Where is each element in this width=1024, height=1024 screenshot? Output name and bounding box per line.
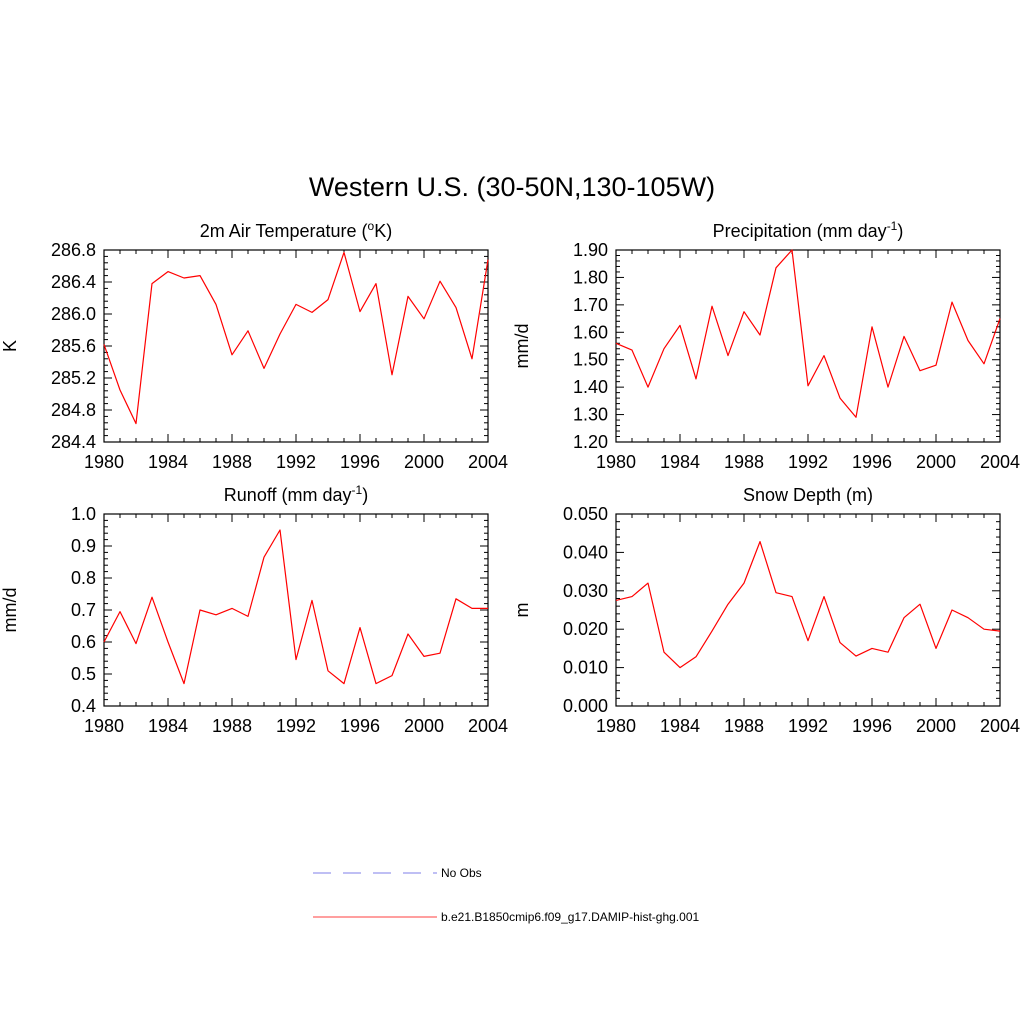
legend-item: No Obs [313, 866, 482, 880]
y-tick-label: 285.6 [51, 336, 96, 356]
x-tick-label: 1984 [148, 716, 188, 736]
x-tick-label: 1988 [724, 452, 764, 472]
x-tick-label: 1996 [852, 452, 892, 472]
panel-title-tail: ) [897, 221, 903, 241]
x-tick-label: 2000 [404, 716, 444, 736]
x-tick-label: 1992 [276, 452, 316, 472]
y-tick-label: 1.80 [573, 267, 608, 287]
panel-title-main: Precipitation (mm day [713, 221, 887, 241]
y-tick-label: 0.050 [563, 504, 608, 524]
x-tick-label: 1996 [340, 716, 380, 736]
panel-title: Precipitation (mm day-1) [713, 219, 904, 241]
figure-title: Western U.S. (30-50N,130-105W) [309, 172, 715, 202]
y-tick-label: 0.4 [71, 696, 96, 716]
panel-title-tail: ) [362, 485, 368, 505]
panel-title-superscript: -1 [887, 219, 898, 233]
x-tick-label: 2000 [916, 452, 956, 472]
y-tick-label: 1.60 [573, 322, 608, 342]
y-tick-label: 0.020 [563, 619, 608, 639]
y-tick-label: 0.010 [563, 658, 608, 678]
x-tick-label: 2004 [980, 452, 1020, 472]
panel-title-main: 2m Air Temperature ( [200, 221, 368, 241]
y-tick-label: 286.4 [51, 272, 96, 292]
x-tick-label: 1992 [788, 716, 828, 736]
panel-title-superscript: -1 [352, 483, 363, 497]
y-tick-label: 0.7 [71, 600, 96, 620]
plot-frame [615, 249, 1001, 443]
y-axis-label: mm/d [0, 588, 20, 633]
x-tick-label: 2004 [980, 716, 1020, 736]
series-line [103, 251, 489, 425]
legend-item: b.e21.B1850cmip6.f09_g17.DAMIP-hist-ghg.… [313, 910, 699, 924]
y-tick-label: 1.30 [573, 405, 608, 425]
series-line [103, 529, 488, 685]
x-tick-label: 1996 [852, 716, 892, 736]
panel-title: Runoff (mm day-1) [224, 483, 368, 505]
y-tick-label: 0.030 [563, 581, 608, 601]
x-tick-label: 1980 [84, 716, 124, 736]
x-tick-label: 1988 [212, 716, 252, 736]
x-tick-label: 1984 [148, 452, 188, 472]
y-tick-label: 0.000 [563, 696, 608, 716]
y-tick-label: 0.6 [71, 632, 96, 652]
panel-snow-depth: Snow Depth (m) m 0.000 0.010 0.020 0.030 0.040… [512, 485, 1020, 736]
panel-title-main: Runoff (mm day [224, 485, 352, 505]
panels: 2m Air Temperature (oK) K 284.4 284.8 285.2 2… [0, 219, 1020, 736]
y-axis-label: K [0, 340, 20, 352]
y-tick-label: 0.8 [71, 568, 96, 588]
y-axis-label: m [512, 603, 532, 618]
y-tick-label: 0.5 [71, 664, 96, 684]
x-tick-label: 1996 [340, 452, 380, 472]
y-tick-label: 1.70 [573, 295, 608, 315]
y-tick-label: 1.40 [573, 377, 608, 397]
y-tick-label: 284.8 [51, 400, 96, 420]
plot-frame [103, 249, 489, 443]
y-tick-label: 286.8 [51, 240, 96, 260]
panel-temperature: 2m Air Temperature (oK) K 284.4 284.8 285.2 2… [0, 219, 508, 472]
x-tick-label: 1984 [660, 452, 700, 472]
plot-frame [103, 513, 489, 707]
legend-label: b.e21.B1850cmip6.f09_g17.DAMIP-hist-ghg.… [441, 910, 699, 924]
x-tick-label: 2000 [916, 716, 956, 736]
y-tick-label: 1.0 [71, 504, 96, 524]
panel-title: Snow Depth (m) [743, 485, 873, 505]
y-tick-label: 0.040 [563, 542, 608, 562]
x-tick-label: 1980 [84, 452, 124, 472]
y-axis-label: mm/d [512, 324, 532, 369]
x-tick-label: 1992 [276, 716, 316, 736]
x-tick-label: 1988 [212, 452, 252, 472]
panel-title: 2m Air Temperature (oK) [200, 219, 392, 241]
x-tick-label: 1980 [596, 452, 636, 472]
series-line [615, 540, 1001, 669]
legend-label: No Obs [441, 866, 482, 880]
y-tick-label: 1.50 [573, 350, 608, 370]
y-tick-label: 285.2 [51, 368, 96, 388]
y-tick-label: 1.90 [573, 240, 608, 260]
x-tick-label: 2004 [468, 452, 508, 472]
panel-title-main: Snow Depth (m) [743, 485, 873, 505]
panel-runoff: Runoff (mm day-1) mm/d 0.4 0.5 0.6 0.7 0.8 0.9 1… [0, 483, 508, 736]
y-tick-label: 284.4 [51, 432, 96, 452]
panel-title-tail: K) [374, 221, 392, 241]
x-tick-label: 2004 [468, 716, 508, 736]
x-tick-label: 1988 [724, 716, 764, 736]
y-tick-label: 1.20 [573, 432, 608, 452]
y-tick-label: 286.0 [51, 304, 96, 324]
x-tick-label: 1992 [788, 452, 828, 472]
plot-frame [615, 513, 1001, 707]
y-tick-label: 0.9 [71, 536, 96, 556]
x-tick-label: 1980 [596, 716, 636, 736]
panel-title-superscript: o [368, 219, 375, 233]
series-line [615, 249, 1001, 418]
x-tick-label: 1984 [660, 716, 700, 736]
legend: No Obs b.e21.B1850cmip6.f09_g17.DAMIP-his… [313, 866, 699, 924]
panel-precipitation: Precipitation (mm day-1) mm/d 1.20 1.30 1.40… [512, 219, 1020, 472]
x-tick-label: 2000 [404, 452, 444, 472]
